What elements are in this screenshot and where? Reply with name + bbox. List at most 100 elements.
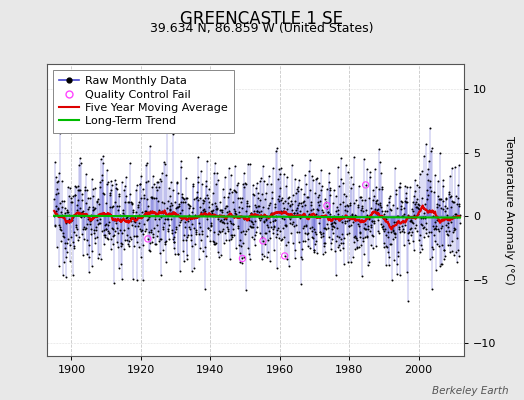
Point <box>231 162 239 169</box>
Point <box>191 212 200 218</box>
Point <box>401 221 409 228</box>
Point <box>238 255 247 262</box>
Point <box>121 183 129 190</box>
Point <box>314 220 323 226</box>
Point <box>177 164 185 170</box>
Point <box>134 203 143 210</box>
Point <box>210 238 218 245</box>
Point <box>148 194 157 200</box>
Point <box>233 182 242 189</box>
Point <box>375 186 384 192</box>
Point <box>91 234 100 241</box>
Point <box>223 220 231 226</box>
Point <box>177 158 185 165</box>
Point <box>450 252 458 258</box>
Point <box>304 230 312 236</box>
Point <box>422 141 431 148</box>
Point <box>319 209 327 215</box>
Point <box>215 228 223 234</box>
Point <box>134 244 143 250</box>
Point <box>69 214 78 220</box>
Point <box>455 203 464 209</box>
Point <box>245 161 254 167</box>
Point <box>68 215 76 221</box>
Point <box>441 195 450 202</box>
Point <box>386 205 394 212</box>
Point <box>328 223 336 229</box>
Point <box>366 205 375 211</box>
Point <box>250 192 258 198</box>
Legend: Raw Monthly Data, Quality Control Fail, Five Year Moving Average, Long-Term Tren: Raw Monthly Data, Quality Control Fail, … <box>53 70 234 133</box>
Point <box>287 198 295 204</box>
Point <box>225 208 234 214</box>
Point <box>391 230 399 237</box>
Point <box>232 188 241 195</box>
Point <box>244 225 253 232</box>
Point <box>234 180 242 186</box>
Point <box>265 173 274 180</box>
Point <box>353 203 362 210</box>
Point <box>348 254 357 260</box>
Point <box>161 161 169 167</box>
Point <box>424 228 433 235</box>
Point <box>214 248 222 255</box>
Point <box>302 181 311 187</box>
Point <box>172 205 181 211</box>
Point <box>309 234 318 241</box>
Point <box>110 279 118 286</box>
Point <box>441 207 449 214</box>
Point <box>159 210 167 216</box>
Point <box>423 196 431 202</box>
Point <box>194 174 202 180</box>
Point <box>113 225 122 231</box>
Point <box>160 220 169 226</box>
Point <box>193 194 201 200</box>
Point <box>370 192 378 199</box>
Point <box>362 182 370 188</box>
Point <box>450 198 458 205</box>
Point <box>64 184 72 190</box>
Point <box>220 194 228 200</box>
Point <box>331 215 339 222</box>
Point <box>202 182 211 189</box>
Point <box>162 238 170 244</box>
Point <box>417 214 425 221</box>
Point <box>169 236 178 242</box>
Point <box>300 191 308 198</box>
Point <box>265 228 273 235</box>
Point <box>335 182 343 189</box>
Point <box>205 186 213 193</box>
Point <box>317 167 325 174</box>
Point <box>364 223 372 229</box>
Point <box>181 218 190 225</box>
Point <box>344 230 353 236</box>
Point <box>315 192 324 198</box>
Point <box>436 260 445 267</box>
Point <box>302 230 311 237</box>
Point <box>262 229 270 236</box>
Point <box>345 223 353 230</box>
Point <box>276 171 284 177</box>
Point <box>155 207 163 213</box>
Point <box>120 186 128 193</box>
Point <box>441 252 450 259</box>
Point <box>378 214 387 221</box>
Point <box>417 194 425 201</box>
Point <box>184 212 193 218</box>
Point <box>336 176 345 182</box>
Point <box>118 276 126 282</box>
Point <box>88 176 96 182</box>
Point <box>130 215 139 221</box>
Point <box>75 186 84 193</box>
Point <box>327 240 335 246</box>
Point <box>117 243 125 249</box>
Point <box>420 153 428 159</box>
Point <box>455 200 463 207</box>
Point <box>194 230 203 237</box>
Point <box>181 198 189 205</box>
Point <box>440 247 448 254</box>
Point <box>82 224 90 231</box>
Point <box>67 217 75 224</box>
Point <box>200 198 208 205</box>
Point <box>137 228 146 234</box>
